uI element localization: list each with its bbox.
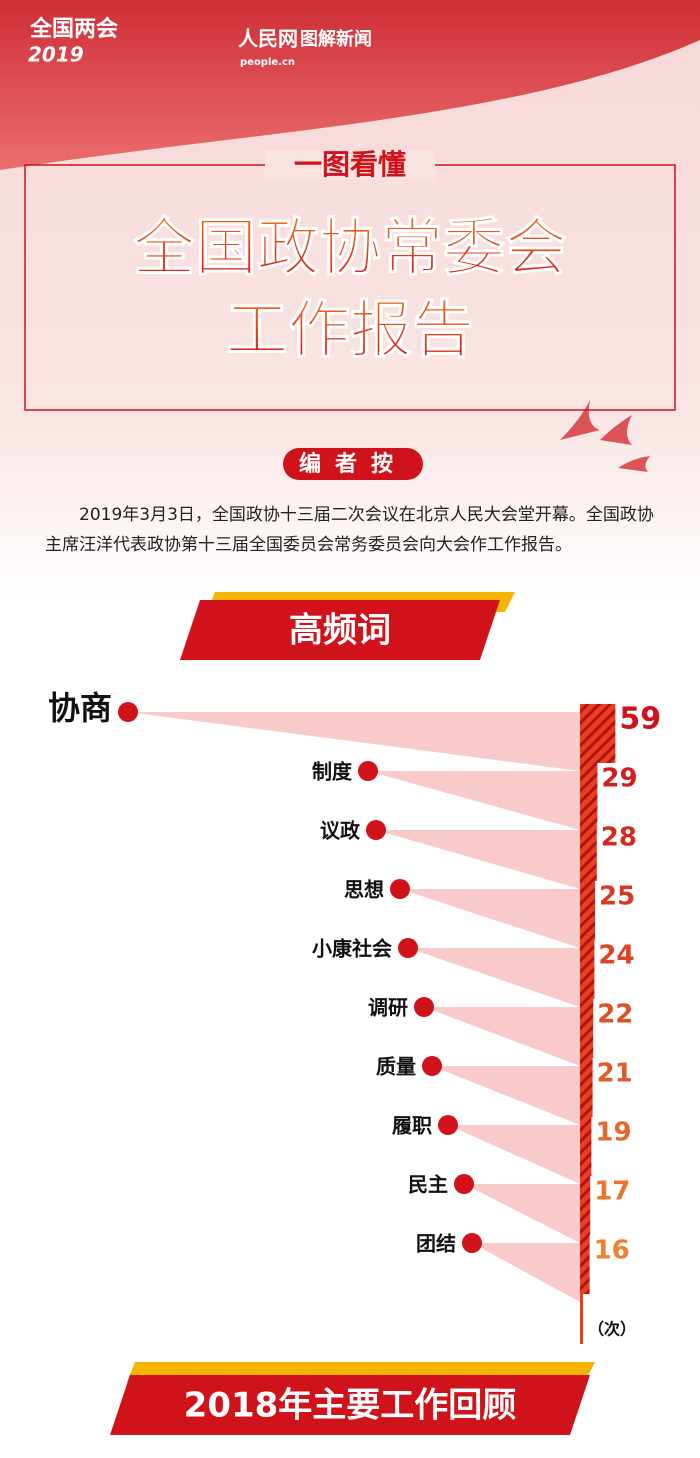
dot <box>414 997 434 1017</box>
fan <box>408 948 580 1007</box>
value-label: 19 <box>595 1118 631 1148</box>
bar-segment <box>580 1117 592 1176</box>
bar-segment <box>580 1235 590 1294</box>
doves <box>560 400 650 472</box>
fan <box>464 1184 580 1243</box>
dot <box>454 1174 474 1194</box>
category-label: 思想 <box>344 878 384 902</box>
dot <box>118 702 138 722</box>
dot <box>422 1056 442 1076</box>
dot <box>390 879 410 899</box>
bar-tail <box>580 1294 583 1344</box>
category-label: 团结 <box>416 1232 456 1256</box>
fan <box>128 712 580 771</box>
bar-segment <box>580 881 595 940</box>
fan <box>424 1007 580 1066</box>
title-line2: 工作报告 <box>226 293 474 366</box>
value-label: 25 <box>599 882 635 912</box>
value-label: 24 <box>598 941 634 971</box>
fan <box>400 889 580 948</box>
value-label: 22 <box>597 1000 633 1030</box>
bar-segment <box>580 940 595 999</box>
bar-segment <box>580 1058 593 1117</box>
column-logo: 图解新闻 <box>300 28 372 50</box>
event-year: 2019 <box>28 43 84 67</box>
category-label: 制度 <box>312 760 353 784</box>
footer-title: 2018年主要工作回顾 <box>184 1386 517 1426</box>
bar-segment <box>580 822 597 881</box>
event-logo: 全国两会 <box>29 16 118 42</box>
value-label: 17 <box>594 1177 630 1207</box>
fan <box>376 830 580 889</box>
category-label: 调研 <box>368 996 408 1020</box>
chart-title: 高频词 <box>289 611 391 651</box>
header-ribbon <box>0 0 700 170</box>
dot <box>462 1233 482 1253</box>
category-label: 质量 <box>376 1055 416 1079</box>
kicker: 一图看懂 <box>294 148 406 181</box>
dot <box>366 820 386 840</box>
value-label: 59 <box>619 702 661 737</box>
category-label: 民主 <box>408 1173 448 1197</box>
dot <box>438 1115 458 1135</box>
fan <box>472 1243 580 1302</box>
title-frame <box>24 164 676 411</box>
fan <box>368 771 580 830</box>
brand-logo: 人民网 <box>238 27 298 51</box>
value-label: 28 <box>601 823 637 853</box>
category-label: 协商 <box>48 689 112 727</box>
category-label: 履职 <box>392 1114 432 1138</box>
fan <box>432 1066 580 1125</box>
kicker-bg <box>265 150 435 180</box>
editor-note: 2019年3月3日，全国政协十三届二次会议在北京人民大会堂开幕。全国政协主席汪洋… <box>45 505 654 555</box>
category-label: 小康社会 <box>312 937 392 961</box>
value-label: 16 <box>594 1236 630 1266</box>
note-label: 编者按 <box>299 451 407 477</box>
value-label: 29 <box>601 764 637 794</box>
dot <box>398 938 418 958</box>
unit-label: （次） <box>588 1320 636 1339</box>
note-pill <box>283 448 423 480</box>
value-label: 21 <box>597 1059 633 1089</box>
brand-url: people.cn <box>240 57 295 68</box>
title-line1: 全国政协常委会 <box>132 211 567 284</box>
bar-segment <box>580 1176 591 1235</box>
bar-segment <box>580 763 598 822</box>
bar-segment <box>580 704 616 763</box>
banner <box>180 600 500 660</box>
footer-banner <box>110 1375 590 1435</box>
bar-segment <box>580 999 594 1058</box>
fan <box>448 1125 580 1184</box>
dot <box>358 761 378 781</box>
category-label: 议政 <box>320 819 361 843</box>
